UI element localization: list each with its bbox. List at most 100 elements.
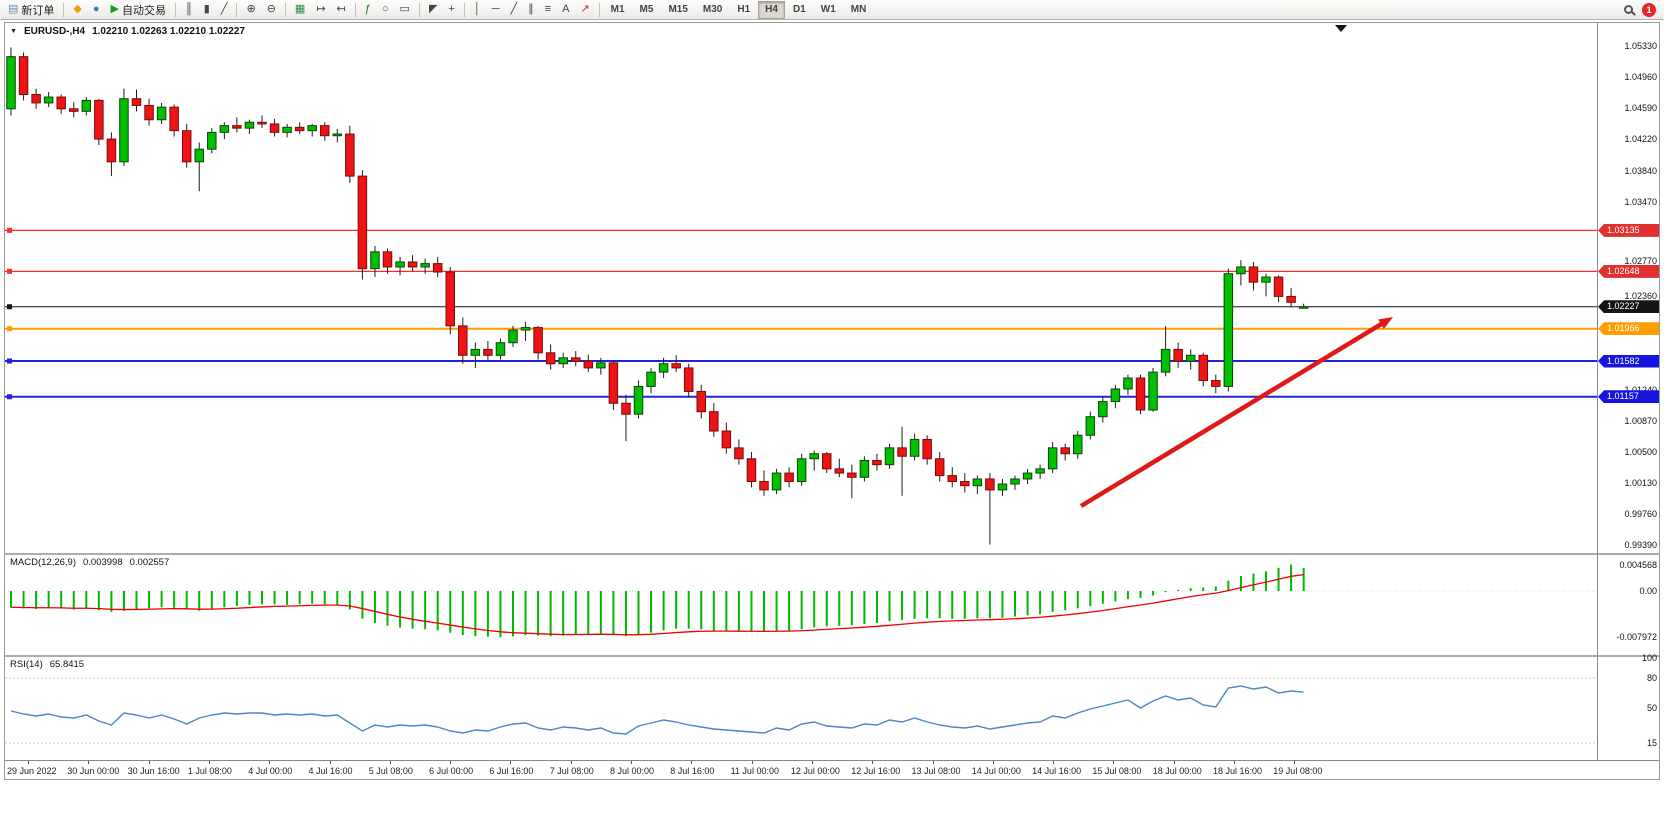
candle-body [1010, 478, 1020, 485]
trend-arrow[interactable] [1079, 319, 1387, 508]
template-icon: ▭ [399, 3, 410, 15]
candle-body [633, 385, 644, 415]
timeframe-h4-button[interactable]: H4 [758, 0, 785, 19]
timeframe-m15-button[interactable]: M15 [668, 3, 688, 15]
time-axis-label: 14 Jul 00:00 [971, 766, 1021, 776]
fibonacci-button[interactable]: ≡ [540, 1, 556, 18]
rsi-chart-canvas[interactable] [5, 657, 1597, 760]
candlestick-chart-button[interactable]: ▮ [199, 1, 215, 18]
auto-scroll-button[interactable]: ↦ [311, 1, 330, 18]
auto-trading-button[interactable]: ▶ 自动交易 [106, 1, 171, 18]
horizontal-line-button[interactable]: ─ [487, 1, 505, 18]
candle-body [533, 327, 543, 354]
macd-main-value: 0.003998 [83, 557, 123, 568]
time-axis-label: 6 Jul 00:00 [429, 766, 474, 776]
text-button[interactable]: A [557, 1, 574, 18]
rsi-value: 65.8415 [49, 659, 85, 670]
candle-body [508, 329, 518, 344]
hline-handle[interactable] [7, 227, 12, 233]
candle-body [370, 251, 380, 270]
candle-body [721, 430, 732, 449]
time-axis-label: 18 Jul 16:00 [1213, 766, 1263, 776]
timeframe-w1-button[interactable]: W1 [820, 3, 836, 15]
time-axis-tick [691, 761, 693, 764]
macd-panel-divider[interactable] [5, 553, 1659, 555]
hline-handle[interactable] [7, 304, 12, 310]
chart-menu-icon[interactable]: ▼ [10, 28, 17, 35]
timeframe-d1-button[interactable]: D1 [792, 3, 806, 15]
bar-chart-button[interactable]: ║ [180, 1, 198, 18]
chart-shift-marker[interactable] [1335, 25, 1347, 32]
price-axis-label: 1.04590 [1624, 102, 1657, 113]
candle-body [1298, 306, 1309, 309]
candle-body [1035, 468, 1045, 474]
candle-body [571, 357, 581, 362]
community-button[interactable]: ● [88, 1, 105, 18]
timeframe-mn-button[interactable]: MN [850, 3, 867, 15]
new-order-button[interactable]: ▤ 新订单 [3, 1, 59, 18]
toolbar-separator [418, 2, 420, 17]
candle-body [709, 411, 719, 432]
time-axis-label: 13 Jul 08:00 [911, 766, 961, 776]
time-axis-label: 8 Jul 16:00 [670, 766, 715, 776]
indicators-button[interactable]: ƒ [360, 1, 376, 18]
hline-handle[interactable] [7, 358, 12, 364]
macd-axis-label: 0.00 [1639, 586, 1657, 596]
time-axis[interactable]: 29 Jun 2022 30 Jun 00:00 30 Jun 16:00 1 Jul… [5, 760, 1659, 780]
candle-body [771, 472, 782, 491]
price-chart-canvas[interactable] [5, 23, 1597, 553]
tile-windows-button[interactable]: ▦ [290, 1, 310, 18]
candle-body [69, 108, 79, 112]
timeframe-m1-button[interactable]: M1 [610, 3, 625, 15]
cursor-button[interactable]: ◤ [424, 1, 442, 18]
candle-body [558, 357, 568, 365]
time-axis-tick [1173, 761, 1175, 764]
candle-body [1198, 354, 1208, 382]
notification-badge[interactable]: 1 [1642, 2, 1656, 17]
candle-body [646, 371, 656, 387]
macd-signal-value: 0.002557 [129, 557, 170, 568]
hline-handle[interactable] [7, 394, 12, 400]
toolbar-separator [354, 2, 356, 17]
channel-button[interactable]: ∥ [523, 1, 539, 18]
templates-button[interactable]: ▭ [395, 1, 415, 18]
hline-handle[interactable] [7, 268, 12, 274]
zoom-out-button[interactable]: ⊖ [262, 1, 281, 18]
time-axis-tick [1113, 761, 1115, 764]
price-axis-label: 1.01240 [1624, 384, 1657, 395]
zoom-in-button[interactable]: ⊕ [241, 1, 260, 18]
mql-market-button[interactable]: ◆ [68, 1, 86, 18]
hline-handle[interactable] [7, 326, 12, 332]
time-axis-tick [631, 761, 632, 764]
rsi-panel-divider[interactable] [5, 655, 1659, 657]
line-chart-button[interactable]: ╱ [216, 1, 233, 18]
candle-body [759, 480, 769, 491]
candle-body [897, 447, 907, 457]
trendline-button[interactable]: ╱ [506, 1, 523, 18]
chart-shift-button[interactable]: ↤ [332, 1, 351, 18]
search-icon[interactable] [1624, 5, 1633, 14]
crosshair-button[interactable]: + [443, 1, 459, 18]
vertical-line-button[interactable]: │ [469, 1, 486, 18]
price-axis[interactable]: 1.05330 1.04960 1.04590 1.04220 1.03840 1.034… [1597, 23, 1659, 760]
periods-button[interactable]: ○ [377, 1, 394, 18]
candle-body [1173, 348, 1183, 362]
candle-body [181, 130, 192, 163]
arrows-button[interactable]: ↗ [575, 1, 594, 18]
trend-arrow-head[interactable] [1378, 317, 1393, 329]
toolbar-separator [463, 2, 465, 17]
timeframe-m5-button[interactable]: M5 [639, 3, 654, 15]
timeframe-h1-button[interactable]: H1 [737, 3, 751, 15]
time-axis-tick [1294, 761, 1296, 764]
timeframe-m30-button[interactable]: M30 [702, 3, 723, 15]
candle-body [382, 251, 393, 268]
candle-body [1022, 472, 1033, 480]
horizontal-line-icon: ─ [491, 3, 500, 15]
main-toolbar: ▤ 新订单 ◆ ● ▶ 自动交易 ║ ▮ ╱ ⊕ ⊖ ▦ ↦ ↤ ƒ ○ ▭ ◤ + │ ─ ╱ ∥ ≡ A ↗ M1 M5 M15 M3… [0, 0, 1664, 20]
candle-body [960, 480, 970, 487]
macd-chart-canvas[interactable] [5, 555, 1597, 655]
tile-windows-icon: ▦ [294, 3, 306, 15]
time-axis-label: 15 Jul 08:00 [1092, 766, 1142, 776]
candle-body [746, 458, 757, 482]
rsi-line [10, 685, 1304, 735]
